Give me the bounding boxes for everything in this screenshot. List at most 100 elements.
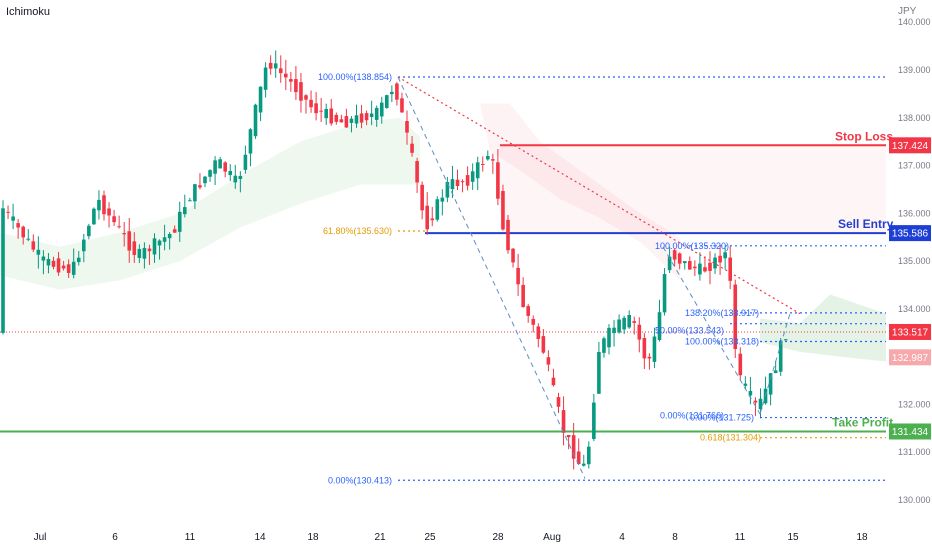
price-badge bbox=[889, 423, 931, 440]
candle-body bbox=[607, 327, 611, 348]
y-tick-label: 132.000 bbox=[898, 399, 931, 409]
candle-body bbox=[475, 162, 480, 179]
x-tick-label: 11 bbox=[735, 532, 746, 543]
candle-body bbox=[354, 115, 359, 124]
candle-body bbox=[470, 171, 475, 182]
candle-body bbox=[26, 238, 31, 240]
x-tick-label: 21 bbox=[374, 532, 386, 543]
candle-body bbox=[425, 205, 429, 230]
candle-body bbox=[450, 179, 455, 190]
candle-body bbox=[647, 356, 652, 359]
price-badge-label: 132.987 bbox=[892, 353, 929, 364]
candle-body bbox=[278, 68, 283, 74]
x-tick-label: 4 bbox=[619, 532, 625, 543]
candle-body bbox=[102, 195, 106, 215]
candle-body bbox=[369, 113, 374, 118]
candle-body bbox=[713, 257, 717, 269]
candle-body bbox=[496, 162, 500, 199]
candle-body bbox=[61, 265, 66, 269]
price-badge-label: 133.517 bbox=[892, 327, 929, 338]
candle-body bbox=[748, 390, 753, 396]
level-lines: Stop Loss Sell Entry Take Profit bbox=[0, 129, 894, 433]
time-axis[interactable]: Jul 6 11 14 18 21 25 28 Aug 4 8 11 15 18 bbox=[34, 532, 868, 543]
indicator-name: Ichimoku bbox=[6, 6, 51, 18]
candle-body bbox=[445, 181, 450, 198]
candle-body bbox=[592, 402, 596, 439]
candle-body bbox=[743, 383, 748, 386]
cloud-area bbox=[760, 294, 886, 362]
candle-body bbox=[132, 241, 137, 255]
candle-body bbox=[688, 261, 692, 270]
y-tick-label: 137.000 bbox=[898, 161, 931, 171]
candle-body bbox=[339, 119, 344, 123]
price-badge-label: 131.434 bbox=[892, 427, 929, 438]
candle-body bbox=[703, 267, 707, 272]
candle-body bbox=[284, 73, 288, 78]
candle-body bbox=[21, 226, 25, 238]
fib-label: 100.00%(133.318) bbox=[685, 336, 759, 346]
candle-body bbox=[314, 103, 318, 114]
price-badge bbox=[889, 225, 931, 242]
candle-body bbox=[66, 264, 71, 273]
candle-body bbox=[304, 95, 308, 100]
candle-body bbox=[773, 370, 778, 374]
candle-body bbox=[576, 451, 581, 465]
fib-label: 61.80%(135.630) bbox=[323, 226, 392, 236]
fib-label: 138.20%(133.917) bbox=[685, 308, 759, 318]
candle-body bbox=[778, 340, 783, 372]
candle-body bbox=[677, 253, 682, 264]
candle-body bbox=[294, 79, 298, 93]
candle-body bbox=[263, 67, 268, 90]
candle-body bbox=[652, 336, 657, 362]
y-tick-label: 131.000 bbox=[898, 447, 931, 457]
candle-body bbox=[258, 86, 263, 113]
candle-body bbox=[627, 315, 631, 328]
candle-body bbox=[374, 107, 379, 120]
candle-body bbox=[359, 113, 364, 123]
trend-line bbox=[397, 76, 586, 479]
candle-body bbox=[480, 163, 485, 165]
candle-body bbox=[511, 248, 515, 263]
y-tick-label: 130.000 bbox=[898, 495, 931, 505]
cloud-area bbox=[0, 117, 420, 290]
candle-body bbox=[521, 284, 525, 307]
level-label: Stop Loss bbox=[835, 129, 893, 143]
price-badges: 137.424 135.586 133.517 132.987 131.434 bbox=[889, 137, 931, 440]
candle-body bbox=[506, 219, 510, 251]
candle-body bbox=[1, 208, 5, 333]
candle-body bbox=[571, 435, 576, 459]
candle-body bbox=[183, 207, 187, 215]
candle-body bbox=[203, 176, 207, 184]
candle-body bbox=[349, 118, 354, 123]
candle-body bbox=[87, 225, 91, 237]
candle-body bbox=[228, 170, 233, 176]
x-tick-label: 18 bbox=[307, 532, 319, 543]
candle-body bbox=[642, 338, 647, 359]
candle-body bbox=[738, 353, 743, 376]
candle-body bbox=[92, 208, 96, 225]
x-tick-label: 14 bbox=[254, 532, 266, 543]
candle-body bbox=[430, 218, 435, 221]
candle-body bbox=[460, 181, 465, 183]
candle-body bbox=[637, 324, 642, 340]
fib-label: 0.00%(130.413) bbox=[328, 475, 392, 485]
fib-label: 0.618(131.304) bbox=[700, 433, 761, 443]
fib-label: 100.00%(135.320) bbox=[655, 241, 729, 251]
candle-body bbox=[662, 274, 667, 313]
candle-body bbox=[344, 116, 349, 128]
candle-body bbox=[97, 199, 101, 211]
y-tick-label: 140.000 bbox=[898, 17, 931, 27]
y-tick-label: 134.000 bbox=[898, 304, 931, 314]
candle-body bbox=[253, 104, 258, 137]
x-tick-label: 15 bbox=[787, 532, 799, 543]
candle-body bbox=[435, 199, 440, 220]
candle-body bbox=[152, 238, 157, 255]
candle-body bbox=[208, 170, 212, 177]
candle-body bbox=[667, 256, 672, 271]
candle-body bbox=[46, 258, 51, 266]
candle-body bbox=[723, 252, 727, 259]
candle-body bbox=[486, 156, 490, 160]
candle-body bbox=[385, 95, 389, 108]
candle-body bbox=[324, 108, 328, 119]
